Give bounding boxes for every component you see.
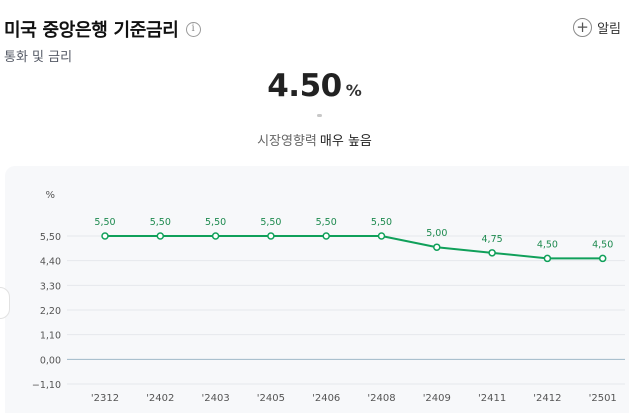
data-point xyxy=(101,232,109,240)
y-tick-label: 2,20 xyxy=(40,306,61,317)
y-tick-label: 1,10 xyxy=(40,331,61,342)
data-point xyxy=(433,243,441,251)
y-tick-label: 4,40 xyxy=(40,257,61,268)
x-tick-label: '2312 xyxy=(91,393,119,404)
rate-unit: % xyxy=(345,81,362,100)
change-indicator xyxy=(317,114,322,117)
indicator-header: 미국 중앙은행 기준금리 i 통화 및 금리 + 알림 xyxy=(0,0,629,70)
info-icon[interactable]: i xyxy=(185,21,201,37)
y-tick-label: −1,10 xyxy=(32,380,61,391)
data-point xyxy=(322,232,330,240)
chart-area: % 5,50 4,40 3,30 2,20 1,10 0,00 −1,10 5,50 '2312 5… xyxy=(5,166,629,413)
page-title: 미국 중앙은행 기준금리 xyxy=(4,20,179,41)
data-point xyxy=(156,232,165,240)
y-tick-label: 0,00 xyxy=(40,355,61,366)
data-label: 5,50 xyxy=(150,217,171,228)
data-point xyxy=(267,232,275,240)
title-row: 미국 중앙은행 기준금리 i xyxy=(4,16,201,42)
x-tick-label: '2402 xyxy=(146,393,174,404)
y-unit-label: % xyxy=(45,190,55,201)
y-tick-label: 3,30 xyxy=(40,281,61,292)
x-tick-label: '2408 xyxy=(367,393,395,404)
x-tick-label: '2405 xyxy=(257,393,285,404)
alarm-button[interactable]: + 알림 xyxy=(573,18,621,37)
data-label: 4,50 xyxy=(592,239,613,250)
x-tick-label: '2411 xyxy=(478,393,506,404)
data-point xyxy=(211,232,220,240)
y-tick-label: 5,50 xyxy=(40,232,61,243)
x-tick-label: '2406 xyxy=(312,393,340,404)
x-tick-label: '2403 xyxy=(201,393,229,404)
data-label: 4,50 xyxy=(537,239,558,250)
data-point xyxy=(598,254,607,263)
plus-icon: + xyxy=(573,18,593,37)
scroll-left-handle[interactable] xyxy=(0,287,10,319)
impact-label: 시장영향력 xyxy=(257,134,317,149)
market-impact: 시장영향력 매우 높음 xyxy=(0,130,629,149)
data-label: 5,50 xyxy=(371,217,392,228)
x-tick-label: '2409 xyxy=(423,393,451,404)
rate-value: 4.50 xyxy=(267,68,342,104)
data-point xyxy=(377,232,386,240)
data-label: 4,75 xyxy=(482,234,503,245)
data-label: 5,50 xyxy=(316,217,337,228)
alarm-label: 알림 xyxy=(597,22,621,37)
rate-line-chart: % 5,50 4,40 3,30 2,20 1,10 0,00 −1,10 5,50 '2312 5… xyxy=(32,190,625,404)
data-label: 5,00 xyxy=(426,228,447,239)
rate-series-line xyxy=(105,235,603,260)
data-label: 5,50 xyxy=(260,217,281,228)
impact-level: 매우 높음 xyxy=(319,134,372,149)
x-tick-label: '2412 xyxy=(533,393,561,404)
x-tick-label: '2501 xyxy=(589,393,617,404)
current-rate: 4.50% xyxy=(0,68,629,104)
data-label: 5,50 xyxy=(205,217,226,228)
category-subtitle: 통화 및 금리 xyxy=(4,50,73,65)
data-label: 5,50 xyxy=(94,217,115,228)
data-point xyxy=(543,254,552,263)
data-point xyxy=(488,249,496,257)
